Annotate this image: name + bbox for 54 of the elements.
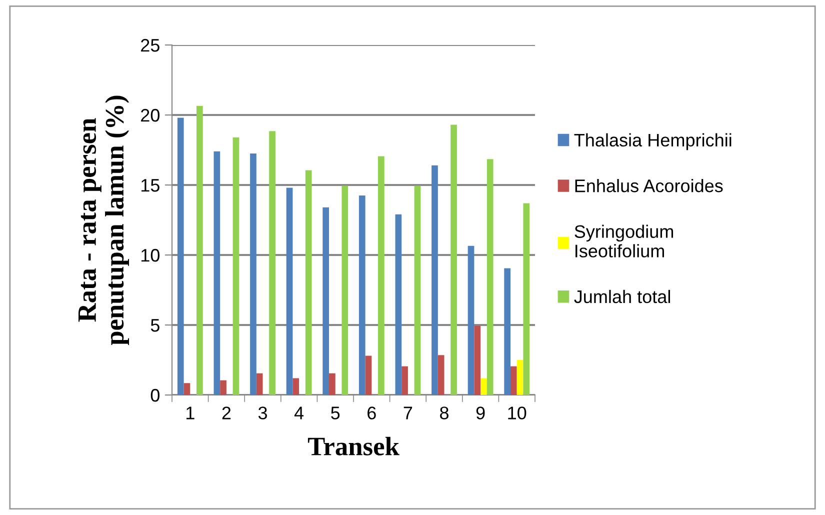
bar <box>256 373 263 395</box>
bar <box>342 186 348 395</box>
y-tick-label: 20 <box>141 108 160 122</box>
bar <box>286 188 293 395</box>
bar <box>378 156 384 395</box>
x-tick-label: 7 <box>404 406 412 420</box>
x-tick-label: 8 <box>440 406 448 420</box>
y-tick-label: 25 <box>141 38 160 52</box>
x-axis-title: Transek <box>308 436 400 456</box>
x-tick-label: 2 <box>222 406 231 420</box>
y-axis-title: Rata - rata persen penutupan lamun (%) <box>78 96 129 346</box>
legend-label: Jumlah total <box>574 290 670 304</box>
x-tick-label: 9 <box>476 406 485 420</box>
bar <box>504 268 510 395</box>
bar <box>516 360 524 395</box>
bar <box>450 124 457 395</box>
y-tick-label: 0 <box>150 388 160 402</box>
bar <box>395 214 402 395</box>
bar <box>214 151 220 395</box>
bar <box>184 383 190 395</box>
bar <box>414 186 421 395</box>
bar <box>480 378 487 395</box>
bar <box>232 137 240 395</box>
bar <box>292 378 300 395</box>
bar <box>432 165 438 395</box>
bar <box>220 380 226 395</box>
x-tick-label: 5 <box>331 406 340 420</box>
bar <box>322 207 329 395</box>
x-tick-label: 3 <box>258 406 267 420</box>
bar <box>196 106 203 395</box>
bar <box>177 118 184 395</box>
bar <box>468 246 474 395</box>
bar <box>250 154 256 395</box>
y-tick-label: 10 <box>141 248 160 262</box>
legend-label: Syringodium Iseotifolium <box>574 224 674 258</box>
x-tick-label: 1 <box>186 406 194 420</box>
x-tick-label: 6 <box>368 406 376 420</box>
legend-label: Enhalus Acoroides <box>575 179 723 192</box>
bar <box>474 326 481 395</box>
y-tick-label: 15 <box>141 179 160 192</box>
bar <box>329 373 336 395</box>
legend-label: Thalasia Hemprichii <box>574 133 732 150</box>
bar <box>365 356 372 395</box>
bar <box>269 131 276 395</box>
bar <box>358 196 366 395</box>
bar <box>486 159 494 395</box>
y-tick-label: 5 <box>150 319 160 332</box>
bar <box>438 355 444 395</box>
x-tick-label: 10 <box>508 406 526 420</box>
bar <box>402 366 408 395</box>
bar <box>305 170 312 395</box>
bar <box>523 203 530 395</box>
x-tick-label: 4 <box>294 406 304 420</box>
bar <box>510 366 517 395</box>
